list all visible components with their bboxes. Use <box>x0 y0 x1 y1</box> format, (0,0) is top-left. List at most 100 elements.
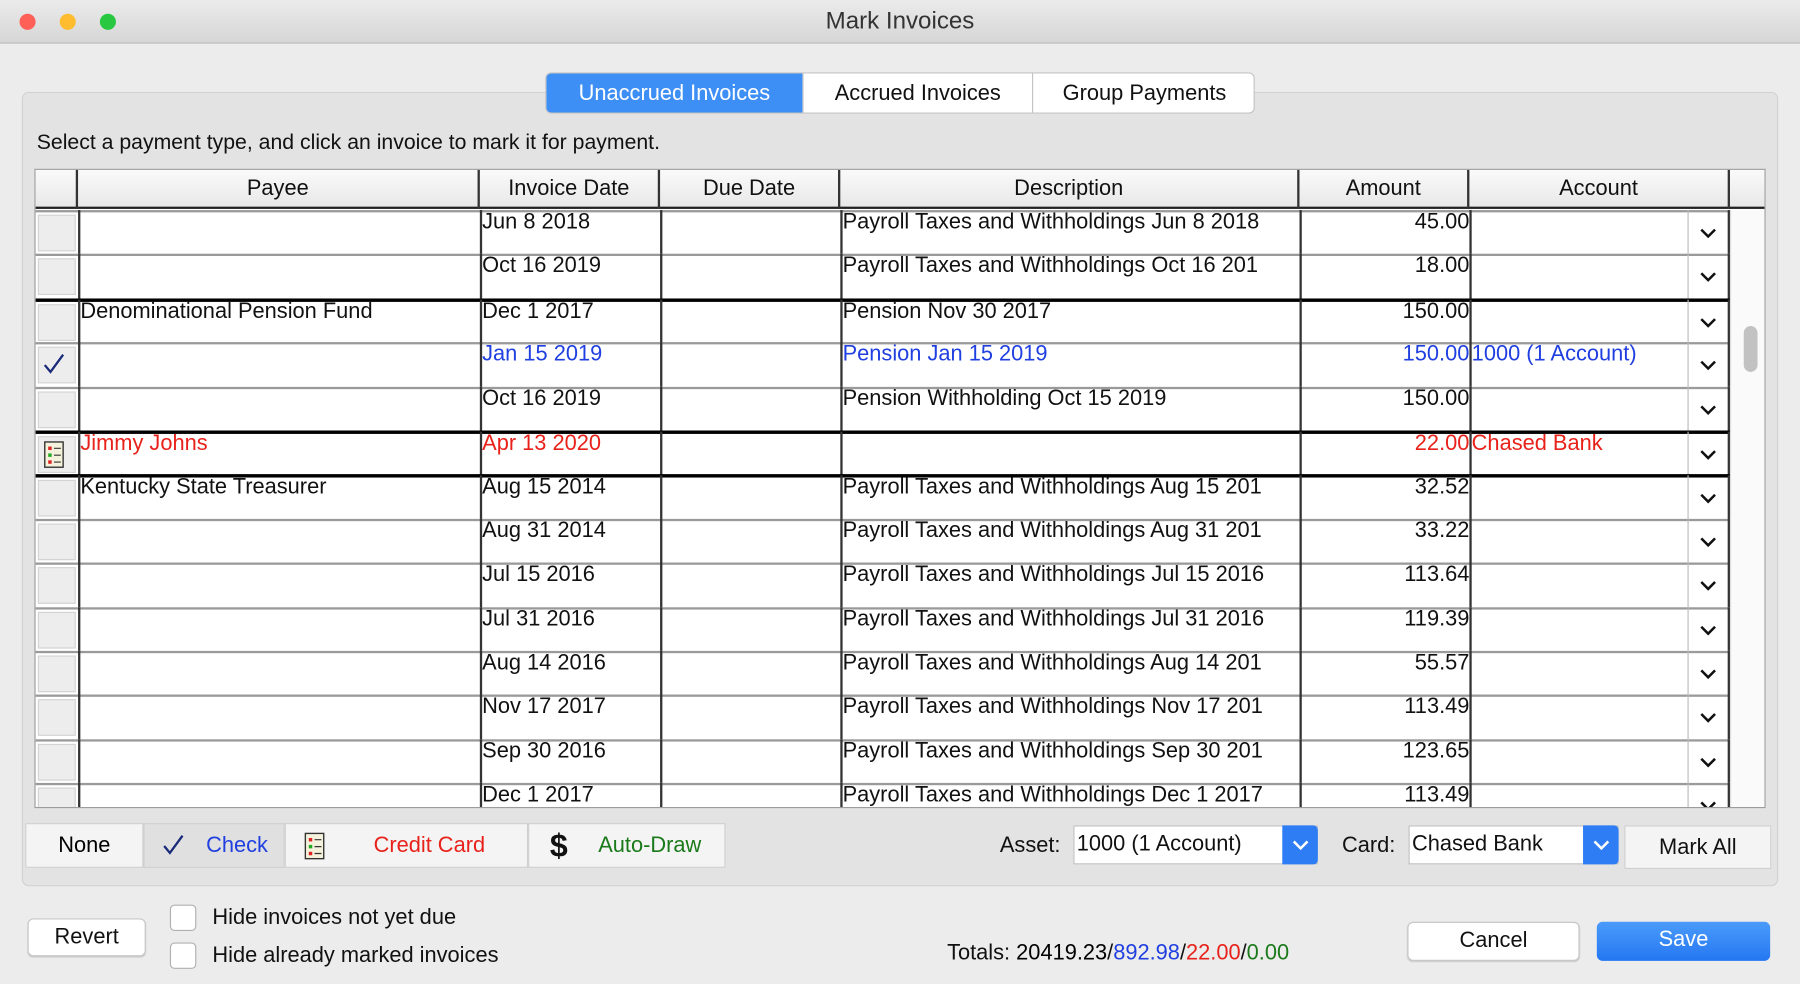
dropdown-chevron[interactable] <box>1699 315 1717 329</box>
invoice-row[interactable]: Aug 14 2016 Payroll Taxes and Withholding… <box>35 650 1730 695</box>
mark-cell[interactable] <box>37 390 76 428</box>
totals-value: 0.00 <box>1246 941 1290 966</box>
dropdown-chevron[interactable] <box>1699 579 1717 593</box>
payment-type-button[interactable]: Credit Card <box>284 823 529 868</box>
payment-type-button[interactable]: None <box>25 823 144 868</box>
mark-cell[interactable] <box>37 523 76 560</box>
cell-invoice-date: Jun 8 2018 <box>479 210 660 255</box>
combo-button[interactable] <box>1583 825 1619 865</box>
dropdown-chevron[interactable] <box>1699 711 1717 725</box>
dropdown-chevron[interactable] <box>1699 535 1717 549</box>
mark-cell[interactable] <box>37 655 76 693</box>
checkbox[interactable] <box>169 904 197 931</box>
minimize-button[interactable] <box>59 13 76 30</box>
checkbox-label[interactable]: Hide invoices not yet due <box>212 905 457 930</box>
dropdown-cell[interactable] <box>1687 739 1730 784</box>
dropdown-cell[interactable] <box>1687 254 1730 299</box>
mark-cell[interactable] <box>37 214 76 252</box>
dropdown-chevron[interactable] <box>1699 799 1717 808</box>
dropdown-cell[interactable] <box>1687 606 1730 651</box>
dropdown-cell[interactable] <box>1687 650 1730 695</box>
dropdown-chevron[interactable] <box>1699 402 1717 416</box>
invoice-row[interactable]: Jimmy Johns Apr 13 2020 22.00 Chased Bank <box>35 430 1730 476</box>
cell-amount: 55.57 <box>1299 650 1469 695</box>
column-header[interactable]: Description <box>840 169 1300 209</box>
dropdown-chevron[interactable] <box>1699 623 1717 637</box>
cell-invoice-date: Jul 15 2016 <box>479 562 660 607</box>
mark-cell[interactable] <box>37 699 76 737</box>
cell-amount: 150.00 <box>1299 299 1469 344</box>
combo-button[interactable] <box>1282 825 1318 865</box>
asset-combo[interactable]: 1000 (1 Account) <box>1073 825 1318 865</box>
column-header[interactable]: Payee <box>78 169 480 209</box>
column-header[interactable]: Invoice Date <box>480 169 661 209</box>
revert-button[interactable]: Revert <box>27 918 146 957</box>
dropdown-cell[interactable] <box>1687 518 1730 563</box>
cell-invoice-date: Nov 17 2017 <box>479 694 660 740</box>
save-button[interactable]: Save <box>1596 921 1771 961</box>
cancel-button[interactable]: Cancel <box>1407 921 1580 961</box>
dropdown-cell[interactable] <box>1687 431 1730 476</box>
invoice-row[interactable]: Kentucky State Treasurer Aug 15 2014 Payro… <box>35 474 1730 520</box>
mark-cell[interactable] <box>37 258 76 296</box>
dropdown-chevron[interactable] <box>1699 270 1717 284</box>
zoom-button[interactable] <box>99 13 116 30</box>
column-header[interactable]: Account <box>1469 169 1730 209</box>
mark-all-button[interactable]: Mark All <box>1624 825 1772 870</box>
invoice-row[interactable]: Oct 16 2019 Pension Withholding Oct 15 20… <box>35 386 1730 431</box>
tab[interactable]: Accrued Invoices <box>802 73 1032 113</box>
cell-description: Payroll Taxes and Withholdings Jul 31 20… <box>840 606 1299 651</box>
mark-cell[interactable] <box>37 743 76 781</box>
dropdown-chevron[interactable] <box>1699 492 1717 506</box>
credit-card-icon <box>304 832 325 860</box>
dropdown-cell[interactable] <box>1687 783 1730 808</box>
dropdown-cell[interactable] <box>1687 694 1730 740</box>
cell-amount: 150.00 <box>1299 386 1469 431</box>
instruction: Select a payment type, and click an invo… <box>36 129 661 154</box>
dropdown-chevron[interactable] <box>1699 755 1717 769</box>
window-title: Mark Invoices <box>825 8 975 35</box>
invoice-row[interactable]: Sep 30 2016 Payroll Taxes and Withholding… <box>35 739 1730 784</box>
invoice-row[interactable]: Nov 17 2017 Payroll Taxes and Withholding… <box>35 694 1730 740</box>
cell-invoice-date: Jan 15 2019 <box>479 342 660 387</box>
mark-cell[interactable] <box>37 480 76 518</box>
payment-type-button[interactable]: $ Auto-Draw <box>528 823 726 868</box>
dropdown-cell[interactable] <box>1687 299 1730 344</box>
cell-due-date <box>660 475 840 520</box>
totals-value: 892.98 <box>1113 941 1180 966</box>
dropdown-cell[interactable] <box>1687 342 1730 387</box>
invoice-row[interactable]: Oct 16 2019 Payroll Taxes and Withholding… <box>35 254 1730 299</box>
mark-cell[interactable] <box>37 303 76 341</box>
scroll-thumb[interactable] <box>1743 326 1758 372</box>
invoice-row[interactable]: Jan 15 2019 Pension Jan 15 2019 150.00 1000… <box>35 342 1730 387</box>
invoice-row[interactable]: Dec 1 2017 Payroll Taxes and Withholdings… <box>35 783 1730 808</box>
totals: Totals: 20419.23/892.98/22.00/0.00 <box>947 939 1289 969</box>
dropdown-cell[interactable] <box>1687 210 1730 255</box>
invoice-row[interactable]: Jul 31 2016 Payroll Taxes and Withholding… <box>35 606 1730 651</box>
checkbox[interactable] <box>169 942 197 969</box>
column-header[interactable]: Amount <box>1299 169 1470 209</box>
invoice-row[interactable]: Jul 15 2016 Payroll Taxes and Withholding… <box>35 562 1730 607</box>
dropdown-chevron[interactable] <box>1699 226 1717 240</box>
dropdown-cell[interactable] <box>1687 386 1730 431</box>
invoice-row[interactable]: Jun 8 2018 Payroll Taxes and Withholdings… <box>35 210 1730 255</box>
tab[interactable]: Unaccrued Invoices <box>546 73 803 113</box>
payment-type-button[interactable]: Check <box>143 823 285 868</box>
mark-cell[interactable] <box>37 787 76 808</box>
checkbox-label[interactable]: Hide already marked invoices <box>212 943 499 968</box>
invoice-row[interactable]: Denominational Pension Fund Dec 1 2017 Pen… <box>35 298 1730 344</box>
close-button[interactable] <box>19 13 36 30</box>
dropdown-chevron[interactable] <box>1699 358 1717 372</box>
dropdown-chevron[interactable] <box>1699 667 1717 681</box>
invoice-row[interactable]: Aug 31 2014 Payroll Taxes and Withholding… <box>35 518 1730 563</box>
cell-description: Payroll Taxes and Withholdings Nov 17 20… <box>840 694 1299 740</box>
column-header[interactable]: Due Date <box>660 169 841 209</box>
tab[interactable]: Group Payments <box>1032 73 1254 113</box>
dropdown-chevron[interactable] <box>1699 448 1717 462</box>
mark-cell[interactable] <box>37 611 76 649</box>
card-combo[interactable]: Chased Bank <box>1408 825 1619 865</box>
dropdown-cell[interactable] <box>1687 475 1730 520</box>
mark-cell[interactable] <box>37 567 76 605</box>
dropdown-cell[interactable] <box>1687 562 1730 607</box>
cell-invoice-date: Oct 16 2019 <box>479 254 660 299</box>
